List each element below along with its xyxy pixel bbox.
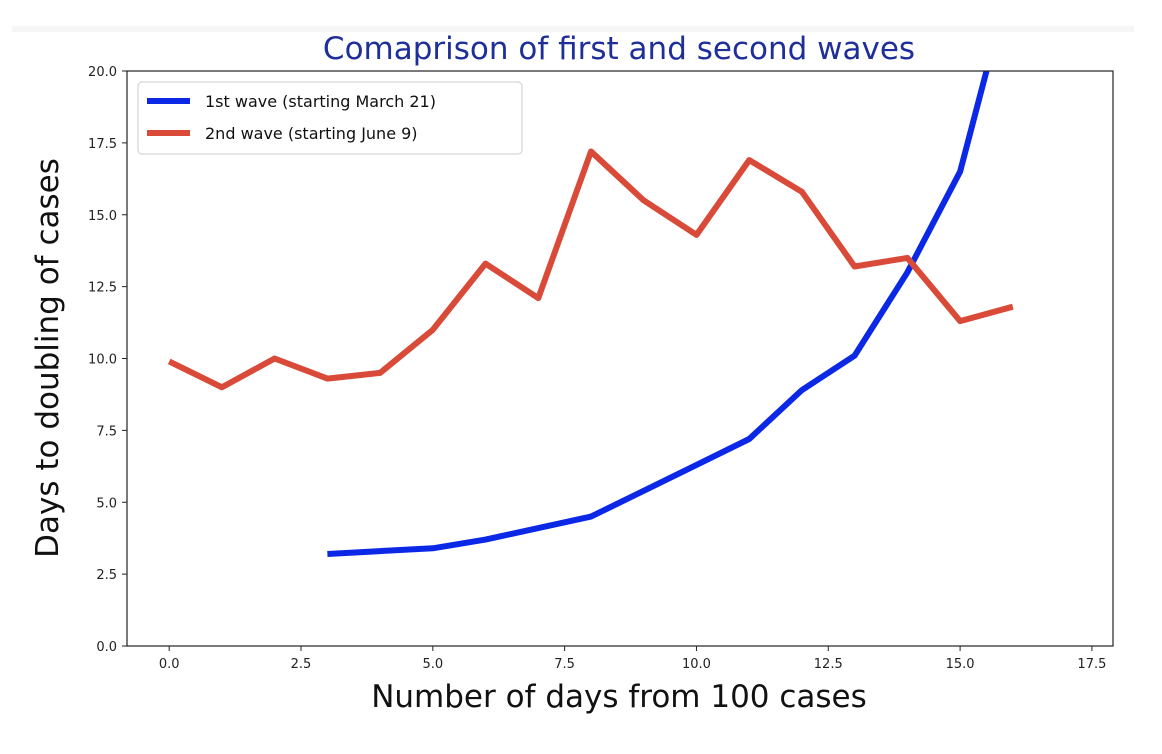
y-tick-label: 7.5 xyxy=(96,424,117,439)
legend-label-1: 1st wave (starting March 21) xyxy=(205,92,436,111)
x-tick-label: 15.0 xyxy=(946,657,975,672)
y-axis-label: Days to doubling of cases xyxy=(30,158,66,558)
x-tick-label: 10.0 xyxy=(682,657,711,672)
y-tick-label: 20.0 xyxy=(88,65,117,80)
legend: 1st wave (starting March 21) 2nd wave (st… xyxy=(137,81,523,155)
x-axis-label: Number of days from 100 cases xyxy=(371,679,867,715)
y-tick-label: 0.0 xyxy=(96,640,117,655)
x-tick-label: 0.0 xyxy=(159,657,180,672)
window-top-strip xyxy=(12,26,1134,32)
legend-label-2: 2nd wave (starting June 9) xyxy=(205,124,418,143)
y-tick-label: 12.5 xyxy=(88,281,117,296)
y-tick-label: 17.5 xyxy=(88,137,117,152)
series-line-2 xyxy=(167,148,1014,391)
y-tick-label: 10.0 xyxy=(88,353,117,368)
x-tick-label: 17.5 xyxy=(1077,657,1106,672)
y-tick-label: 15.0 xyxy=(88,209,117,224)
chart-title: Comaprison of first and second waves xyxy=(323,31,915,67)
y-tick-label: 5.0 xyxy=(96,496,117,511)
y-tick-label: 2.5 xyxy=(96,568,117,583)
legend-box xyxy=(137,81,523,155)
x-tick-label: 7.5 xyxy=(554,657,575,672)
x-tick-label: 12.5 xyxy=(814,657,843,672)
series-line-1 xyxy=(327,71,990,557)
x-tick-label: 2.5 xyxy=(291,657,312,672)
x-tick-label: 5.0 xyxy=(422,657,443,672)
